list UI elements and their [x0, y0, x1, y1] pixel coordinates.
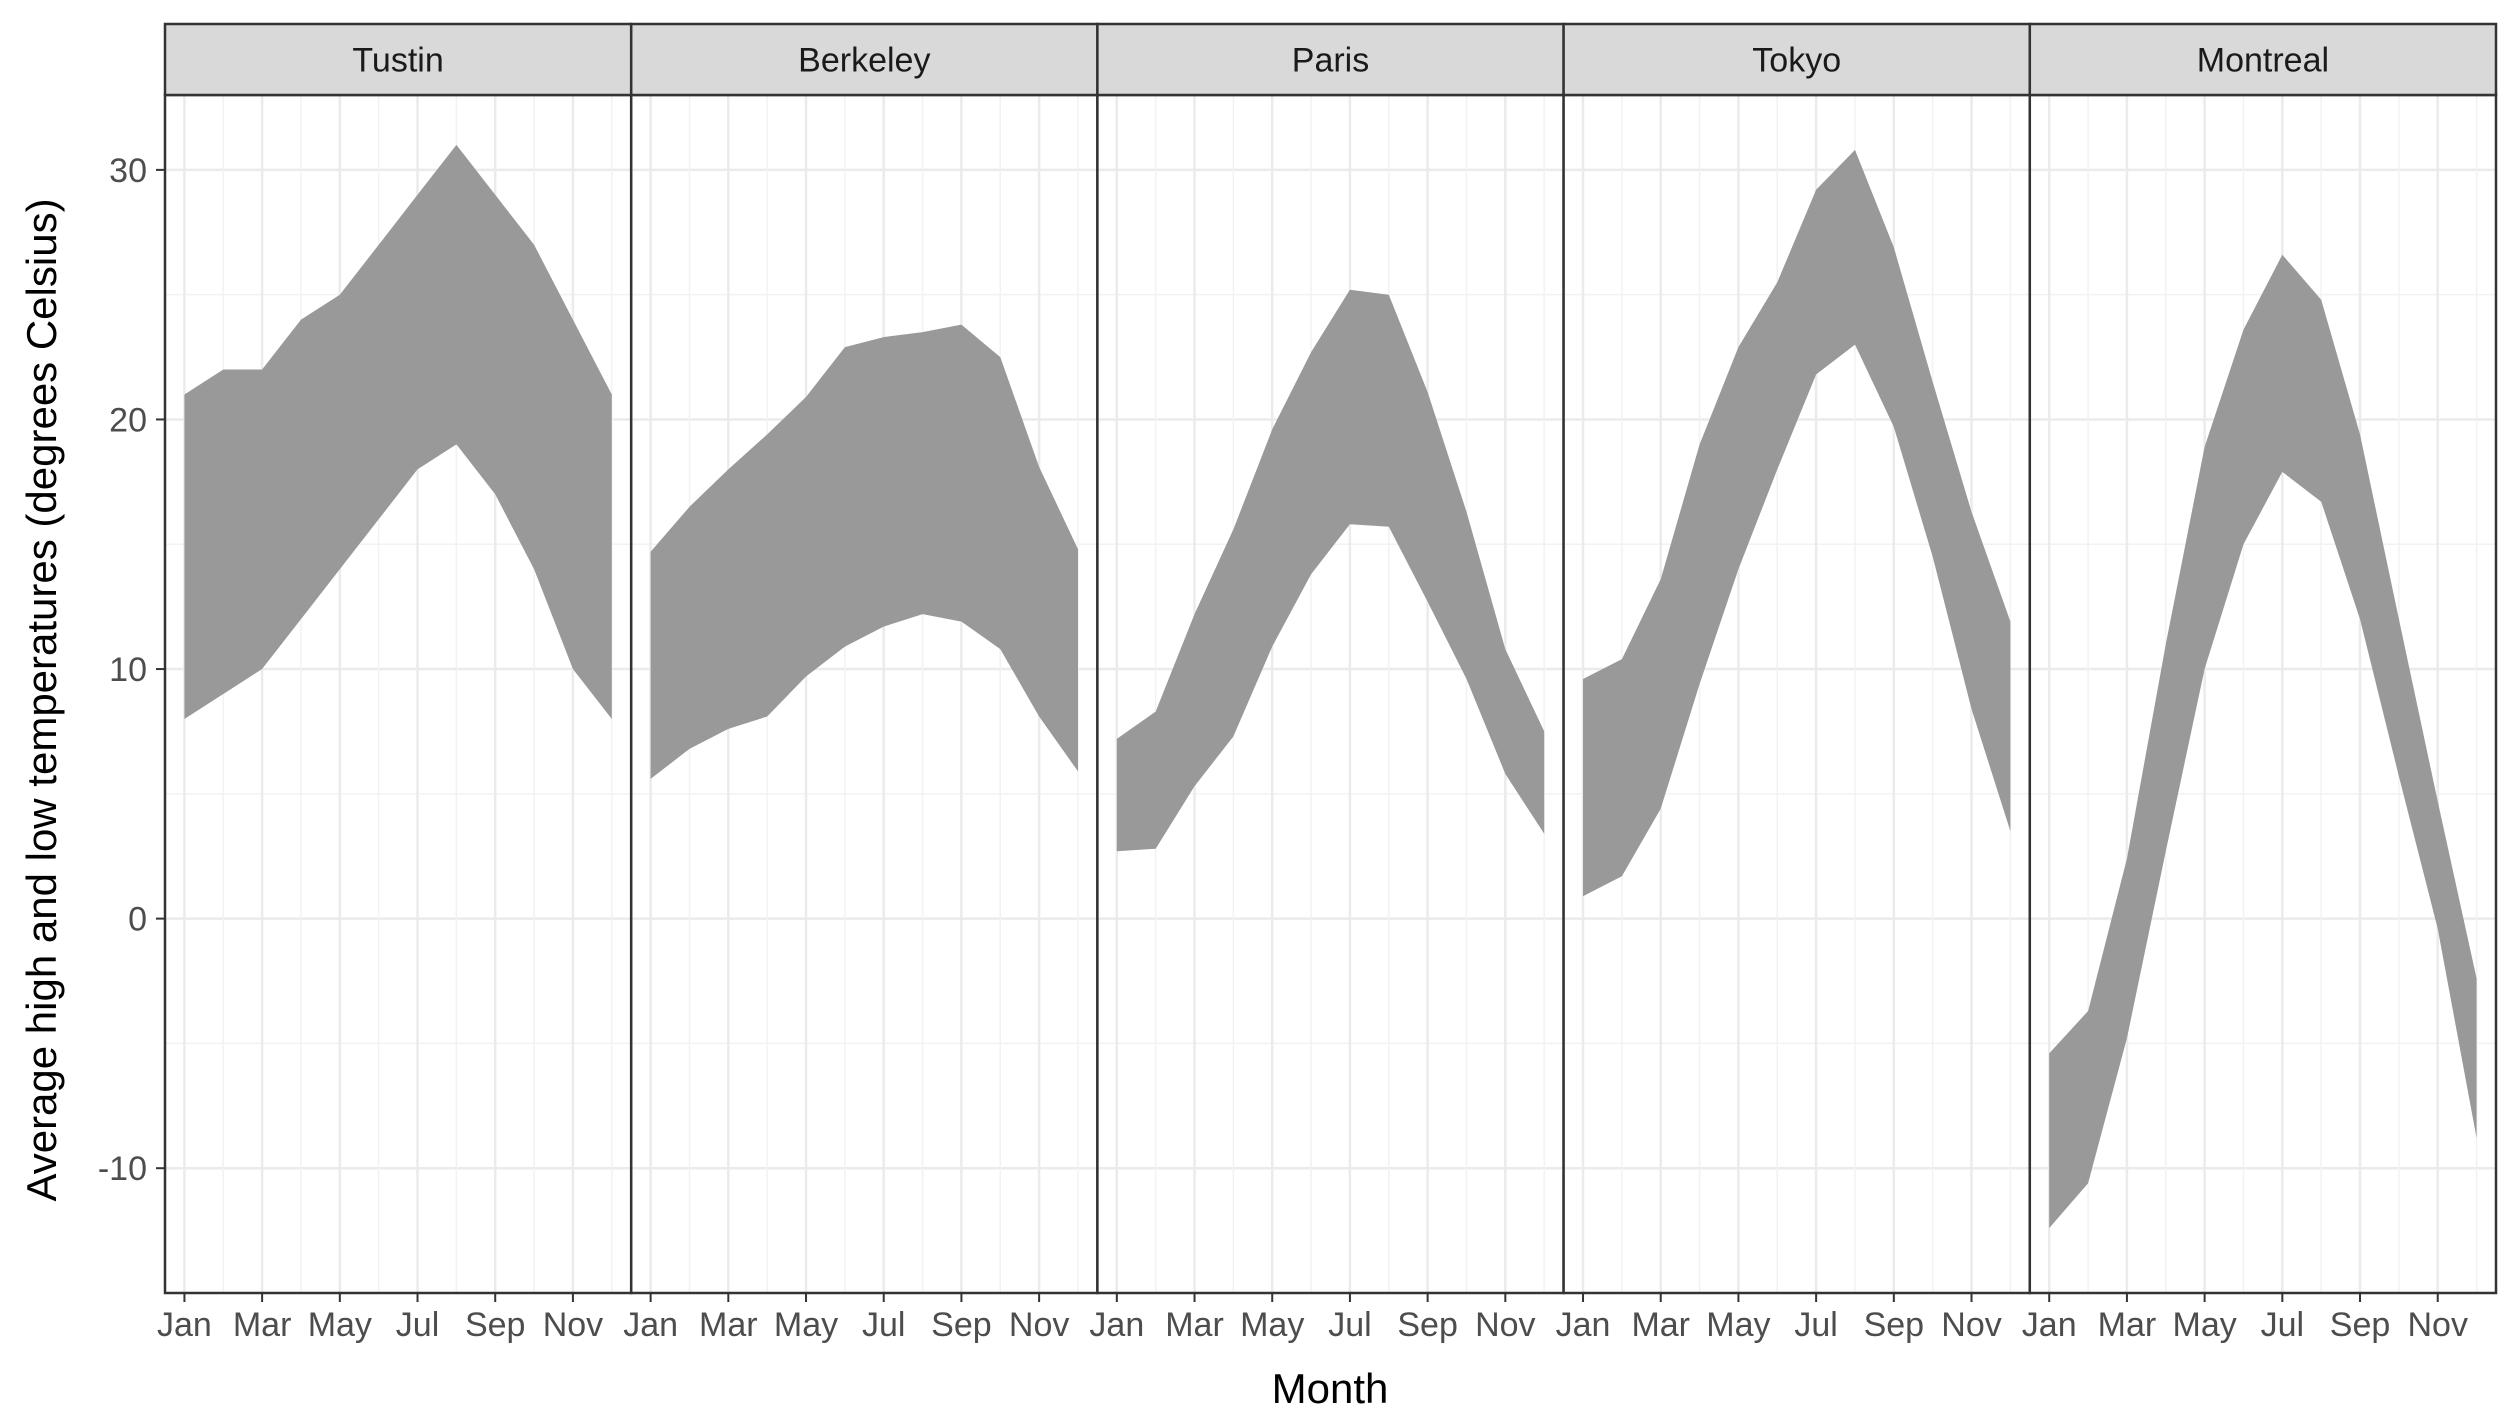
- y-tick-label: 30: [109, 152, 147, 190]
- strip-label: Tokyo: [1752, 42, 1841, 80]
- x-tick-label: May: [1240, 1306, 1304, 1344]
- strip-label: Paris: [1292, 42, 1369, 80]
- panel-paris: Paris Jan Mar May Jul Sep Nov: [1089, 22, 1565, 1344]
- x-tick-label: Mar: [699, 1306, 758, 1344]
- x-tick-label: May: [774, 1306, 838, 1344]
- y-axis-title: Average high and low temperatures (degre…: [18, 198, 65, 1201]
- x-tick-label: Sep: [931, 1306, 992, 1344]
- strip-background: [629, 22, 1099, 97]
- x-tick-label: Mar: [2098, 1306, 2157, 1344]
- chart-panels: Tustin Jan Mar May Jul Sep Nov Berkeley Jan Mar Ma…: [157, 22, 2498, 1344]
- strip-background: [1096, 22, 1565, 97]
- panel-tustin: Tustin Jan Mar May Jul Sep Nov: [157, 22, 633, 1344]
- x-tick-label: Jan: [2022, 1306, 2077, 1344]
- strip-background: [1562, 22, 2032, 97]
- x-tick-label: Jan: [1556, 1306, 1611, 1344]
- x-tick-label: Mar: [1165, 1306, 1224, 1344]
- x-tick-label: Jan: [1089, 1306, 1144, 1344]
- x-tick-label: Jul: [1328, 1306, 1371, 1344]
- temperature-ribbon-paris: [1116, 289, 1545, 852]
- strip-label: Tustin: [352, 42, 443, 80]
- x-tick-label: Jul: [1794, 1306, 1837, 1344]
- panel-berkeley: Berkeley Jan Mar May Jul Sep Nov: [623, 22, 1099, 1344]
- x-tick-label: Nov: [1475, 1306, 1535, 1344]
- x-tick-label: Sep: [465, 1306, 526, 1344]
- x-tick-label: Jul: [2261, 1306, 2304, 1344]
- x-tick-label: Jan: [157, 1306, 212, 1344]
- y-tick-label: -10: [98, 1150, 147, 1188]
- x-tick-label: Jul: [862, 1306, 905, 1344]
- strip-background: [2028, 22, 2498, 97]
- x-tick-label: Nov: [543, 1306, 603, 1344]
- strip-label: Berkeley: [798, 42, 930, 80]
- temperature-ribbon-montreal: [2049, 254, 2477, 1229]
- x-tick-label: Mar: [1631, 1306, 1690, 1344]
- x-tick-label: Sep: [1397, 1306, 1458, 1344]
- x-tick-label: Nov: [2407, 1306, 2467, 1344]
- x-tick-label: Jan: [623, 1306, 678, 1344]
- x-tick-label: Sep: [2330, 1306, 2391, 1344]
- x-tick-label: May: [2173, 1306, 2237, 1344]
- y-axis: 30 20 10 0 -10: [98, 152, 165, 1188]
- panel-tokyo: Tokyo Jan Mar May Jul Sep Nov: [1556, 22, 2032, 1344]
- x-tick-label: Nov: [1941, 1306, 2001, 1344]
- y-tick-label: 10: [109, 651, 147, 689]
- x-tick-label: Nov: [1009, 1306, 1069, 1344]
- panel-montreal: Montreal Jan Mar May Jul Sep Nov: [2022, 22, 2498, 1344]
- x-tick-label: May: [1706, 1306, 1770, 1344]
- x-axis-title: Month: [1272, 1365, 1389, 1412]
- x-tick-label: Mar: [233, 1306, 292, 1344]
- y-tick-label: 20: [109, 401, 147, 439]
- x-tick-label: Sep: [1864, 1306, 1925, 1344]
- x-tick-label: May: [308, 1306, 372, 1344]
- x-tick-label: Jul: [396, 1306, 439, 1344]
- temperature-ribbon-tokyo: [1583, 149, 2011, 897]
- temperature-ribbon-tustin: [184, 144, 612, 719]
- y-tick-label: 0: [128, 901, 147, 939]
- strip-background: [163, 22, 633, 97]
- strip-label: Montreal: [2197, 42, 2329, 80]
- temperature-ribbon-berkeley: [650, 324, 1078, 779]
